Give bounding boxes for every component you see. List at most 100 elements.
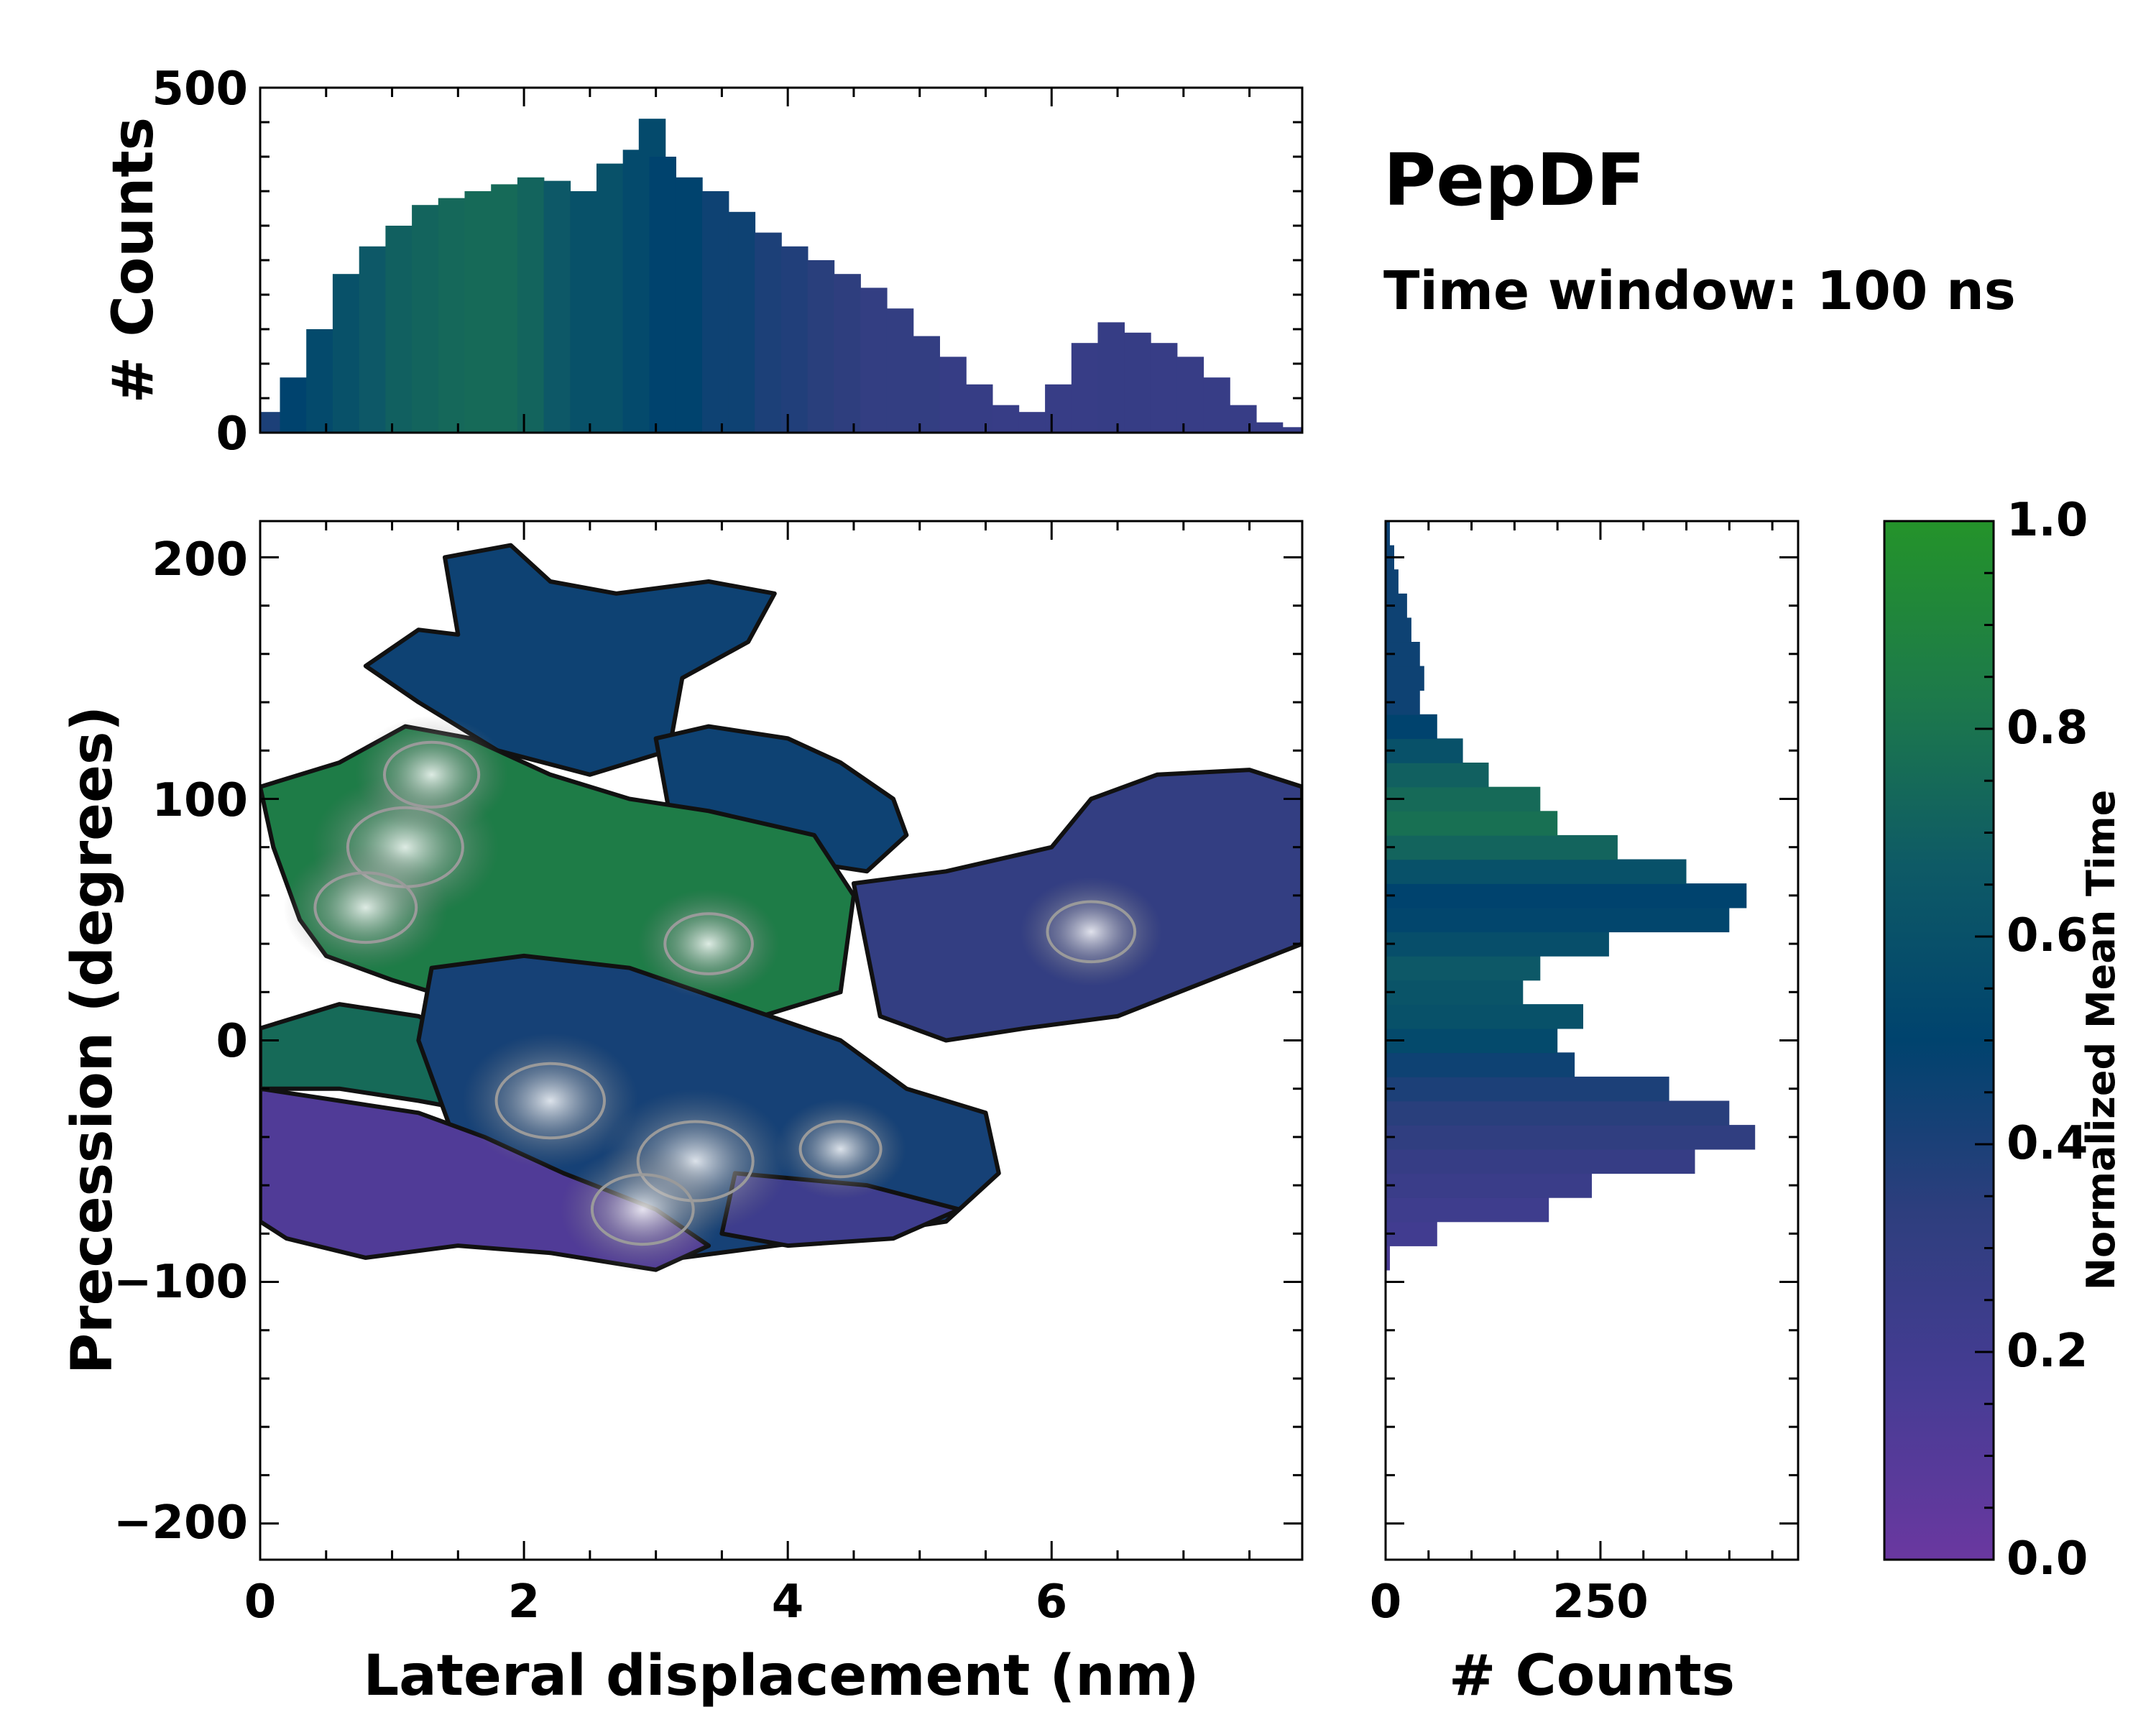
right-histogram-bar [1386, 1100, 1730, 1126]
main-xlabel: Lateral displacement (nm) [363, 1644, 1199, 1708]
top-histogram-bar [781, 246, 808, 433]
top-histogram-bar [913, 336, 940, 433]
top-histogram-bar [438, 198, 466, 433]
top-ylabel: # Counts [101, 117, 166, 403]
main-ytick-label-minus100: −100 [114, 1256, 248, 1309]
heatmap-contour [590, 1173, 695, 1246]
right-histogram-bar [1386, 980, 1524, 1005]
right-histogram-bar [1386, 521, 1390, 546]
top-histogram-bar [517, 177, 545, 433]
top-histogram-bar [649, 157, 676, 433]
heatmap-contour [383, 740, 481, 809]
top-histogram-bar [834, 274, 861, 433]
main-ticks [259, 521, 1302, 1560]
top-histogram-bar [1203, 377, 1230, 433]
heatmap-hotspot [1020, 877, 1163, 987]
top-histogram-bar [1230, 405, 1257, 433]
right-histogram-bar [1386, 1173, 1592, 1198]
right-histogram-bar [1386, 1197, 1549, 1223]
right-histogram-bar [1386, 1004, 1583, 1029]
heatmap-hotspot [560, 1146, 725, 1273]
main-ytick-label-0: 0 [216, 1015, 248, 1068]
heatmap-contour [494, 1062, 606, 1140]
top-histogram-bar [1282, 427, 1302, 433]
main-ytick-label-minus200: −200 [114, 1496, 248, 1550]
top-histogram-bar [306, 329, 333, 433]
heatmap-contour [798, 1120, 883, 1179]
top-histogram-bar [1018, 412, 1046, 433]
right-histogram-bar [1386, 569, 1399, 594]
right-histogram-bar [1386, 834, 1618, 860]
top-histogram-bar [464, 191, 492, 433]
right-histogram-bars [1386, 521, 1756, 1271]
right-histogram-bar [1386, 1125, 1756, 1150]
right-histogram-bar [1386, 907, 1730, 933]
main-xtick-label-4: 4 [772, 1576, 804, 1629]
right-histogram-ticks [1384, 521, 1798, 1560]
heatmap-hotspot [775, 1098, 906, 1200]
right-histogram-bar [1386, 932, 1609, 957]
right-xtick-label-250: 250 [1552, 1576, 1649, 1629]
main-xtick-label-6: 6 [1036, 1576, 1068, 1629]
heatmap-hotspot [354, 715, 509, 834]
heatmap-region-top-blue [363, 543, 777, 777]
colorbar-tick-label-1: 0.2 [2007, 1325, 2088, 1378]
top-histogram-ticks [259, 86, 1302, 434]
main-ytick-label-200: 200 [152, 533, 248, 586]
top-histogram-bar [1045, 384, 1072, 433]
top-histogram-bar [332, 274, 360, 433]
right-xtick-label-0: 0 [1370, 1576, 1402, 1629]
top-histogram-bar [1097, 322, 1125, 433]
right-histogram-bar [1386, 763, 1489, 788]
right-histogram-bar [1386, 1028, 1558, 1054]
top-histogram-bar [676, 177, 703, 433]
main-xtick-label-0: 0 [244, 1576, 277, 1629]
right-histogram-bar [1386, 1052, 1575, 1077]
right-histogram-bar [1386, 738, 1463, 763]
colorbar-tick-label-4: 0.8 [2007, 702, 2088, 755]
top-histogram-bar [860, 288, 888, 433]
right-histogram-bar [1386, 1076, 1669, 1102]
top-histogram-bar [1176, 356, 1204, 433]
right-histogram-panel: 0 250 # Counts [1370, 520, 1800, 1708]
top-histogram-panel: 500 0 # Counts [101, 63, 1304, 461]
top-histogram-bar [1124, 332, 1151, 433]
heatmap-contour [663, 912, 754, 975]
top-histogram-bar [755, 232, 782, 433]
heatmap-contour [313, 871, 418, 944]
top-histogram-bars [260, 119, 1302, 433]
colorbar-ticks [1975, 520, 1994, 1561]
colorbar-tick-label-5: 1.0 [2007, 494, 2088, 547]
colorbar-panel: 0.0 0.2 0.4 0.6 0.8 1.0 Normalized Mean … [1883, 494, 2124, 1586]
top-histogram-bar [385, 226, 413, 433]
colorbar-label: Normalized Mean Time [2078, 790, 2124, 1290]
figure-title: PepDF [1383, 138, 1645, 222]
top-histogram-bar [728, 211, 756, 433]
main-xtick-label-2: 2 [508, 1576, 540, 1629]
top-histogram-bar [596, 163, 624, 433]
top-histogram-bar [543, 180, 571, 433]
top-ytick-label-500: 500 [152, 63, 248, 116]
top-histogram-bar [280, 377, 307, 433]
right-histogram-bar [1386, 811, 1558, 836]
top-histogram-bar [966, 384, 993, 433]
heatmap-hotspot [283, 844, 448, 971]
right-histogram-bar [1386, 666, 1424, 691]
top-histogram-bar [939, 356, 967, 433]
figure-subtitle: Time window: 100 ns [1383, 260, 2016, 322]
main-heatmap-panel: 200 100 0 −100 −200 0 2 4 6 Lateral disp… [60, 520, 1304, 1708]
heatmap-hotspots [283, 715, 1163, 1273]
right-histogram-bar [1386, 1246, 1390, 1271]
top-histogram-bar [491, 184, 518, 433]
right-histogram-bar [1386, 1149, 1695, 1174]
top-histogram-bar [1071, 343, 1099, 433]
top-ytick-label-0: 0 [216, 408, 248, 461]
colorbar-gradient [1883, 520, 1995, 1561]
heatmap-hotspot [637, 889, 780, 999]
top-histogram-bar [807, 260, 835, 433]
top-histogram-bar [701, 191, 729, 433]
top-histogram-bar [886, 308, 914, 433]
right-xlabel: # Counts [1449, 1644, 1735, 1708]
top-histogram-bar [412, 205, 439, 433]
